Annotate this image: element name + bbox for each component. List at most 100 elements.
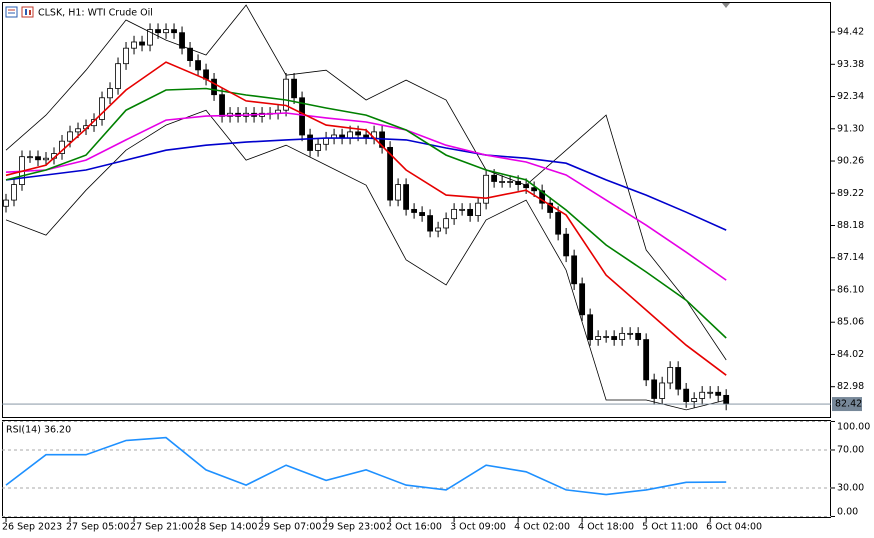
candle-body xyxy=(99,97,105,120)
y-tick-label: 100.00 xyxy=(837,422,870,433)
candle-body xyxy=(427,215,434,232)
candle-body xyxy=(323,137,329,145)
last-price-label: 82.42 xyxy=(835,399,862,410)
y-tick-label: 30.00 xyxy=(837,482,864,493)
indicator-line xyxy=(5,109,727,411)
candle-body xyxy=(467,208,474,216)
candle-body xyxy=(195,60,201,71)
indicator-line xyxy=(5,137,727,231)
candle-body xyxy=(147,29,153,46)
candle-body xyxy=(307,134,313,151)
x-tick-label: 26 Sep 2023 xyxy=(2,522,62,533)
candle-body xyxy=(219,94,225,117)
candle-body xyxy=(107,88,113,99)
candle-body xyxy=(11,184,17,201)
candle-body xyxy=(563,233,570,257)
y-tick-label: 89.22 xyxy=(837,188,864,199)
candle-body xyxy=(347,131,353,139)
x-tick-label: 29 Sep 23:00 xyxy=(322,522,385,533)
indicator-line xyxy=(5,61,727,376)
candle-body xyxy=(43,157,49,161)
candle-body xyxy=(683,388,690,402)
candle-body xyxy=(123,47,129,65)
y-tick-label: 90.26 xyxy=(837,156,864,167)
candle-body xyxy=(67,131,73,142)
x-tick-label: 4 Oct 02:00 xyxy=(514,522,570,533)
shift-marker xyxy=(722,3,730,8)
indicator-line xyxy=(5,87,727,339)
y-tick-label: 91.30 xyxy=(837,123,864,134)
candle-body xyxy=(579,283,586,316)
candle-body xyxy=(443,218,450,229)
candle-body xyxy=(667,367,674,384)
y-tick-label: 88.18 xyxy=(837,220,864,231)
candle-body xyxy=(179,32,185,49)
candle-body xyxy=(315,143,321,151)
candle-body xyxy=(3,199,9,207)
candle-body xyxy=(419,212,426,216)
candle-body xyxy=(555,212,562,235)
candle-body xyxy=(587,314,594,340)
candle-body xyxy=(627,332,634,335)
x-tick-label: 4 Oct 18:00 xyxy=(578,522,634,533)
indicator-line xyxy=(5,112,727,281)
rsi-line xyxy=(5,436,727,496)
rsi-title: RSI(14) 36.20 xyxy=(6,425,71,436)
x-tick-label: 3 Oct 09:00 xyxy=(450,522,506,533)
candle-body xyxy=(163,29,169,34)
candle-body xyxy=(507,181,514,183)
x-tick-label: 2 Oct 16:00 xyxy=(386,522,442,533)
candle-body xyxy=(611,336,618,340)
candle-body xyxy=(299,97,305,136)
y-tick-label: 70.00 xyxy=(837,444,864,455)
candle-body xyxy=(699,391,706,399)
candle-body xyxy=(691,398,698,402)
candle-body xyxy=(435,227,442,232)
candle-body xyxy=(675,367,682,390)
y-tick-label: 86.10 xyxy=(837,284,864,295)
candle-body xyxy=(187,47,193,61)
candle-body xyxy=(403,184,409,210)
last-price-box xyxy=(832,397,862,412)
candle-body xyxy=(707,391,714,394)
candle-body xyxy=(651,379,658,399)
candle-body xyxy=(619,332,626,340)
candle-body xyxy=(523,184,530,189)
x-tick-label: 5 Oct 11:00 xyxy=(642,522,698,533)
candle-body xyxy=(723,394,730,405)
y-tick-label: 82.98 xyxy=(837,381,864,392)
candle-body xyxy=(139,41,145,46)
candle-body xyxy=(643,339,650,381)
candle-body xyxy=(595,336,602,340)
candle-body xyxy=(547,202,554,213)
y-tick-label: 87.14 xyxy=(837,252,864,263)
candle-body xyxy=(715,391,722,396)
candle-body xyxy=(571,255,578,285)
candle-body xyxy=(27,156,33,159)
x-tick-label: 29 Sep 07:00 xyxy=(258,522,321,533)
y-tick-label: 92.34 xyxy=(837,91,864,102)
x-tick-label: 27 Sep 21:00 xyxy=(130,522,193,533)
candle-body xyxy=(491,174,498,182)
candle-body xyxy=(475,202,482,216)
candle-body xyxy=(131,41,137,49)
y-tick-label: 84.02 xyxy=(837,349,864,360)
candle-body xyxy=(539,190,546,204)
candle-body xyxy=(171,29,177,34)
y-tick-label: 0.00 xyxy=(837,507,858,518)
price-panel xyxy=(2,2,831,418)
candle-body xyxy=(355,131,361,136)
candle-body xyxy=(459,208,466,211)
indicator-line xyxy=(5,4,727,361)
candle-body xyxy=(155,29,161,34)
candle-body xyxy=(211,78,217,96)
candle-body xyxy=(451,208,458,220)
candle-body xyxy=(291,78,297,99)
y-tick-label: 93.38 xyxy=(837,59,864,70)
candle-body xyxy=(411,208,417,213)
y-tick-label: 94.42 xyxy=(837,27,864,38)
candle-body xyxy=(395,184,401,201)
candle-body xyxy=(531,187,538,192)
x-tick-label: 6 Oct 04:00 xyxy=(706,522,762,533)
